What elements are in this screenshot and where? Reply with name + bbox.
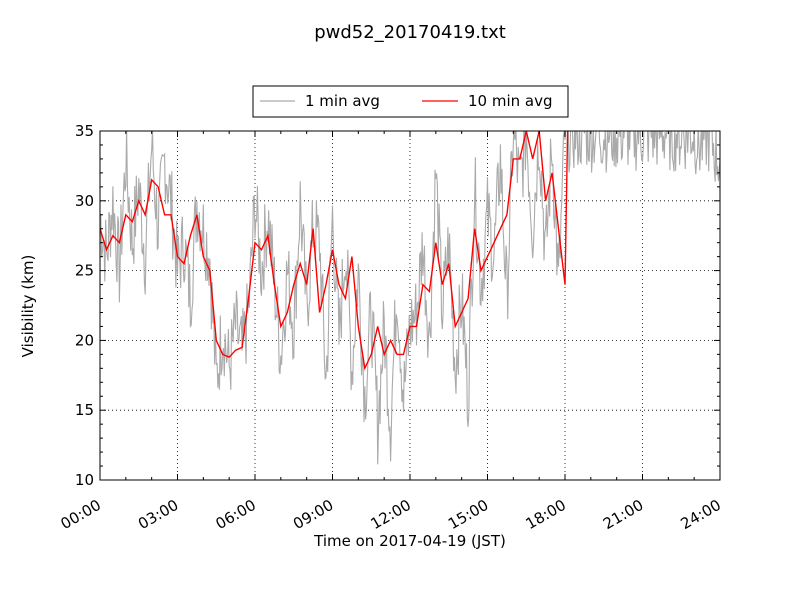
legend-box — [252, 85, 569, 118]
x-tick-label: 15:00 — [445, 496, 491, 533]
y-tick-label: 35 — [75, 122, 94, 140]
x-tick-label: 24:00 — [678, 496, 724, 533]
legend-label-10min: 10 min avg — [468, 92, 553, 110]
x-tick-label: 09:00 — [290, 496, 336, 533]
x-tick-label: 21:00 — [600, 496, 646, 533]
legend-label-1min: 1 min avg — [305, 92, 380, 110]
y-tick-label: 20 — [75, 331, 94, 349]
legend: 1 min avg 10 min avg — [252, 85, 569, 118]
x-axis-label: Time on 2017-04-19 (JST) — [313, 532, 506, 550]
x-tick-label: 18:00 — [523, 496, 569, 533]
y-tick-label: 25 — [75, 262, 94, 280]
x-tick-label: 03:00 — [135, 496, 181, 533]
x-tick-label: 00:00 — [58, 496, 104, 533]
y-tick-label: 10 — [75, 471, 94, 489]
grid — [100, 131, 720, 480]
y-tick-label: 30 — [75, 192, 94, 210]
tick-labels: 00:00 03:00 06:00 09:00 12:00 15:00 18:00 21:00… — [58, 122, 724, 533]
chart-title: pwd52_20170419.txt — [314, 22, 506, 43]
x-tick-label: 12:00 — [368, 496, 414, 533]
y-tick-label: 15 — [75, 401, 94, 419]
x-tick-label: 06:00 — [213, 496, 259, 533]
series-line-10min — [100, 131, 569, 371]
plot-area — [100, 131, 720, 465]
axis-ticks — [99, 130, 721, 481]
y-axis-label: Visibility (km) — [19, 255, 37, 358]
